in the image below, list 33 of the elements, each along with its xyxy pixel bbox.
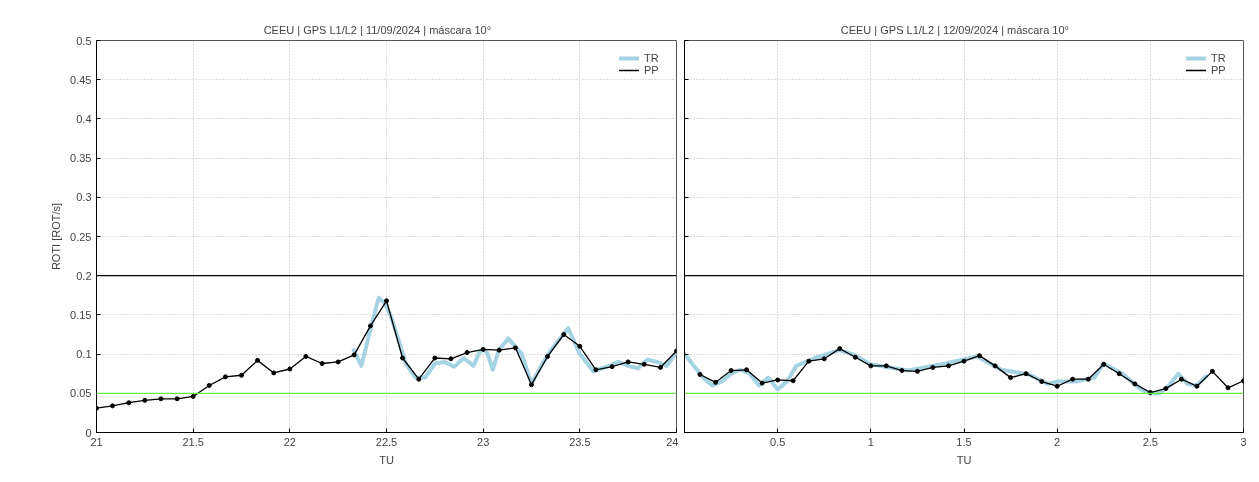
x-tick-label: 22 [283,435,296,448]
y-tick-label: 0.5 [76,34,92,47]
y-tick-label: 0.1 [76,348,92,361]
legend-label: PP [1211,64,1227,76]
chart-title: CEEU | GPS L1/L2 | 12/09/2024 | máscara 10° [840,23,1069,36]
chart-title: CEEU | GPS L1/L2 | 11/09/2024 | máscara 10° [263,23,492,36]
y-axis-title: ROTI [ROT/s] [50,202,63,271]
x-tick-label: 0.5 [770,435,786,448]
legend-label: PP [644,64,660,76]
x-axis-title: TU [379,453,394,466]
y-tick-label: 0.15 [70,308,92,321]
y-tick-label: 0.4 [76,112,92,125]
x-tick-label: 21.5 [182,435,204,448]
x-tick-label: 3 [1240,435,1247,448]
y-tick-label: 0.2 [76,269,92,282]
x-axis-title: TU [956,453,972,466]
legend-label: TR [644,52,660,64]
y-tick-label: 0.05 [70,387,92,400]
y-tick-label: 0 [85,426,92,439]
y-tick-label: 0.3 [76,191,92,204]
x-tick-label: 2 [1054,435,1061,448]
x-tick-label: 24 [666,435,679,448]
x-tick-label: 21 [90,435,103,448]
legend-label: TR [1211,52,1227,64]
x-tick-label: 2.5 [1142,435,1158,448]
y-tick-label: 0.45 [70,73,92,86]
y-tick-label: 0.35 [70,152,92,165]
x-tick-label: 23 [477,435,490,448]
x-tick-label: 1 [867,435,874,448]
x-tick-label: 1.5 [956,435,972,448]
x-tick-label: 23.5 [569,435,591,448]
x-tick-label: 22.5 [375,435,398,448]
y-tick-label: 0.25 [70,230,92,243]
